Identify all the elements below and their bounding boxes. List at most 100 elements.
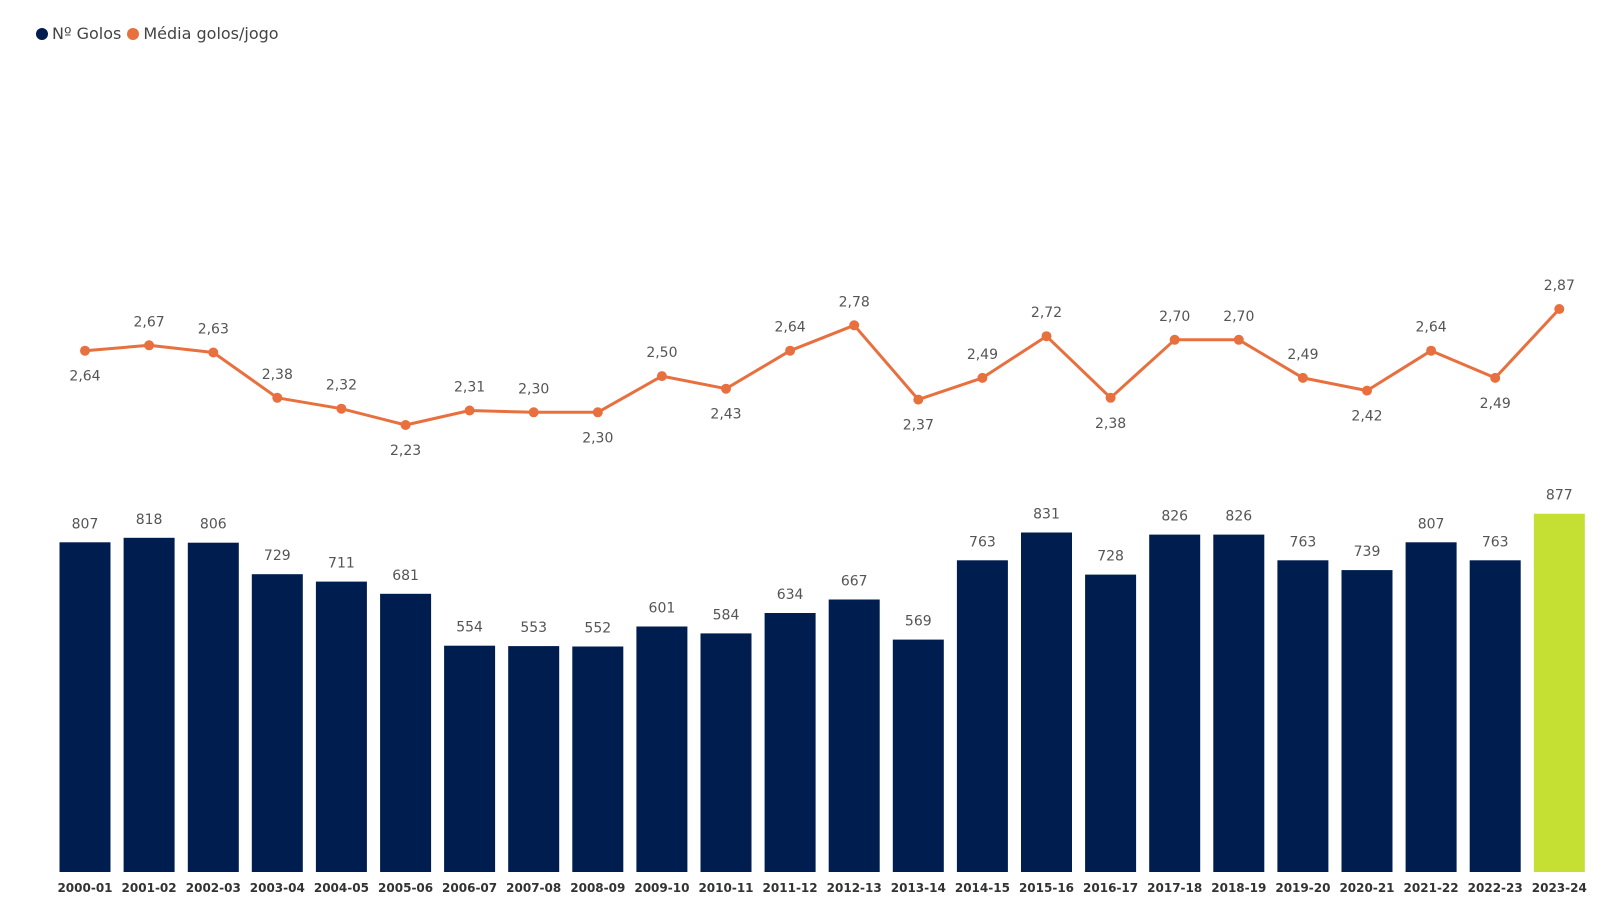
line-point-2012-13[interactable] [849, 320, 860, 331]
line-label-2001-02: 2,67 [134, 314, 165, 330]
bar-2008-09[interactable] [572, 646, 624, 873]
x-tick-2018-19: 2018-19 [1211, 881, 1266, 895]
line-point-2002-03[interactable] [208, 347, 219, 358]
bar-2010-11[interactable] [700, 633, 752, 872]
x-tick-2005-06: 2005-06 [378, 881, 433, 895]
line-point-2018-19[interactable] [1233, 334, 1244, 345]
bar-2002-03[interactable] [187, 542, 239, 872]
bar-label-2011-12: 634 [777, 587, 804, 603]
line-label-2002-03: 2,63 [198, 322, 229, 338]
line-point-2005-06[interactable] [400, 420, 411, 430]
line-point-2001-02[interactable] [144, 340, 155, 351]
line-point-2020-21[interactable] [1362, 385, 1372, 396]
line-label-2011-12: 2,64 [775, 320, 806, 336]
bar-label-2020-21: 739 [1354, 544, 1381, 560]
line-point-2000-01[interactable] [80, 345, 90, 356]
line-point-2014-15[interactable] [977, 372, 988, 383]
x-tick-2021-22: 2021-22 [1404, 881, 1459, 895]
bar-2000-01[interactable] [59, 542, 111, 872]
bar-label-2009-10: 601 [649, 601, 676, 617]
x-tick-2014-15: 2014-15 [955, 881, 1010, 895]
line-point-2004-05[interactable] [336, 403, 347, 414]
legend-dot-media [127, 27, 140, 40]
line-point-2022-23[interactable] [1490, 372, 1501, 383]
bar-2022-23[interactable] [1469, 560, 1521, 872]
legend-item-media[interactable]: Média golos/jogo [127, 24, 279, 43]
bar-label-2007-08: 553 [520, 620, 547, 636]
bar-2019-20[interactable] [1277, 560, 1329, 872]
line-point-2023-24[interactable] [1554, 304, 1565, 314]
line-label-2017-18: 2,70 [1159, 309, 1190, 325]
bar-2006-07[interactable] [444, 645, 496, 872]
bar-2018-19[interactable] [1213, 534, 1265, 872]
line-point-2011-12[interactable] [785, 345, 796, 356]
bar-2021-22[interactable] [1405, 542, 1457, 872]
bar-label-2017-18: 826 [1161, 509, 1188, 525]
bar-2013-14[interactable] [892, 639, 944, 872]
line-label-2019-20: 2,49 [1287, 347, 1318, 363]
legend-item-golos[interactable]: Nº Golos [36, 24, 121, 43]
line-labels-group: 2,64 2,67 2,63 2,38 2,32 2,23 2,31 2,30 2,30 2,50… [69, 278, 1574, 459]
bar-label-2021-22: 807 [1418, 516, 1445, 532]
line-label-2014-15: 2,49 [967, 347, 998, 363]
bar-2012-13[interactable] [828, 599, 880, 873]
bar-2014-15[interactable] [956, 560, 1008, 872]
bar-2017-18[interactable] [1149, 534, 1201, 872]
bar-label-2003-04: 729 [264, 548, 291, 564]
x-tick-2011-12: 2011-12 [763, 881, 818, 895]
bar-2023-24[interactable] [1533, 513, 1585, 872]
bar-2004-05[interactable] [315, 581, 367, 872]
bar-2003-04[interactable] [251, 574, 303, 872]
bar-label-2018-19: 826 [1225, 509, 1252, 525]
bar-label-2000-01: 807 [72, 516, 99, 532]
line-point-2009-10[interactable] [656, 371, 667, 382]
line-point-2008-09[interactable] [592, 407, 603, 418]
points-group [80, 304, 1565, 430]
line-point-2006-07[interactable] [464, 405, 475, 416]
line-label-2005-06: 2,23 [390, 443, 421, 459]
bar-label-2002-03: 806 [200, 517, 227, 533]
bar-2016-17[interactable] [1085, 574, 1137, 872]
bar-2011-12[interactable] [764, 613, 816, 872]
x-tick-2010-11: 2010-11 [698, 881, 753, 895]
x-tick-2002-03: 2002-03 [186, 881, 241, 895]
bar-label-2023-24: 877 [1546, 488, 1573, 504]
bar-label-2022-23: 763 [1482, 534, 1509, 550]
bar-2005-06[interactable] [380, 593, 432, 872]
bar-label-2010-11: 584 [713, 607, 740, 623]
line-group [84, 307, 1561, 427]
x-tick-2004-05: 2004-05 [314, 881, 369, 895]
bar-label-2001-02: 818 [136, 512, 163, 528]
bar-label-2015-16: 831 [1033, 507, 1060, 523]
bar-2007-08[interactable] [508, 646, 560, 872]
line-label-2007-08: 2,30 [518, 381, 549, 397]
line-point-2007-08[interactable] [528, 407, 539, 418]
line-point-2013-14[interactable] [913, 394, 924, 405]
line-label-2016-17: 2,38 [1095, 416, 1126, 432]
bar-2020-21[interactable] [1341, 570, 1393, 872]
line-point-2016-17[interactable] [1105, 392, 1116, 403]
line-point-2021-22[interactable] [1426, 345, 1437, 356]
bar-label-2016-17: 728 [1097, 549, 1124, 565]
chart-legend: Nº Golos Média golos/jogo [36, 24, 285, 43]
line-label-2022-23: 2,49 [1480, 396, 1511, 412]
line-label-2023-24: 2,87 [1544, 278, 1575, 294]
line-label-2018-19: 2,70 [1223, 309, 1254, 325]
line-label-2004-05: 2,32 [326, 378, 357, 394]
line-point-2019-20[interactable] [1297, 372, 1308, 383]
line-point-2003-04[interactable] [272, 392, 283, 403]
x-tick-2008-09: 2008-09 [570, 881, 625, 895]
line-point-2010-11[interactable] [721, 383, 731, 394]
x-tick-2019-20: 2019-20 [1275, 881, 1330, 895]
x-tick-2006-07: 2006-07 [442, 881, 497, 895]
line-point-2015-16[interactable] [1041, 331, 1052, 342]
line-label-2009-10: 2,50 [646, 345, 677, 361]
bar-2015-16[interactable] [1021, 532, 1072, 873]
x-tick-2016-17: 2016-17 [1083, 881, 1138, 895]
line-point-2017-18[interactable] [1169, 334, 1180, 345]
bar-2001-02[interactable] [123, 537, 175, 872]
line-label-2013-14: 2,37 [903, 418, 934, 434]
bar-2009-10[interactable] [636, 626, 688, 873]
legend-label-golos: Nº Golos [52, 24, 122, 43]
line-label-2020-21: 2,42 [1351, 409, 1382, 425]
